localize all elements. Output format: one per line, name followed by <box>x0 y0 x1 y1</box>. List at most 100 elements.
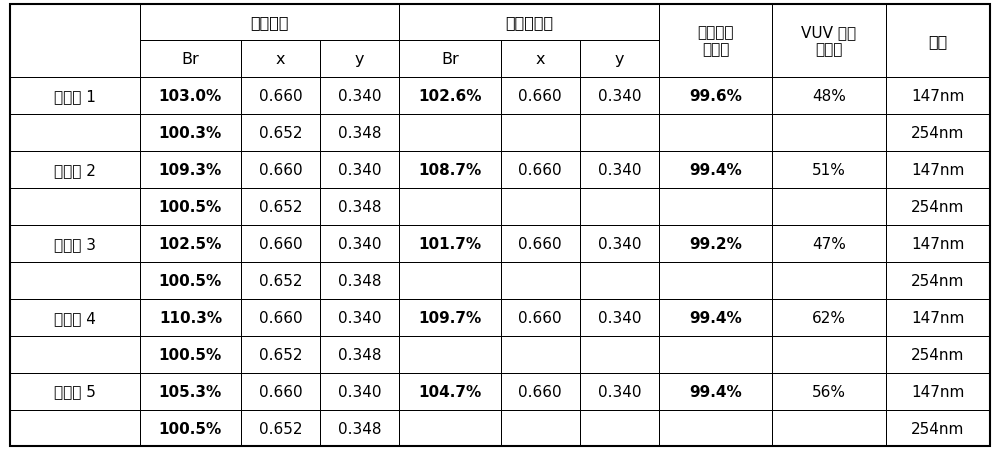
Bar <box>399 152 501 189</box>
Bar <box>886 373 990 410</box>
Bar <box>886 152 990 189</box>
Bar <box>399 373 501 410</box>
Bar <box>140 299 241 336</box>
Bar <box>241 336 320 373</box>
Bar <box>399 78 501 115</box>
Bar <box>320 373 399 410</box>
Text: 254nm: 254nm <box>911 273 964 288</box>
Text: 0.660: 0.660 <box>518 163 562 178</box>
Bar <box>320 78 399 115</box>
Text: 254nm: 254nm <box>911 347 964 362</box>
Bar <box>772 336 886 373</box>
Bar <box>241 152 320 189</box>
Text: 109.7%: 109.7% <box>418 310 482 325</box>
Bar <box>580 78 659 115</box>
Text: 101.7%: 101.7% <box>418 236 482 251</box>
Bar <box>10 373 140 410</box>
Text: 0.652: 0.652 <box>259 273 302 288</box>
Bar <box>886 262 990 299</box>
Text: 0.660: 0.660 <box>259 236 302 251</box>
Bar <box>580 41 659 78</box>
Bar <box>140 5 399 41</box>
Bar <box>772 226 886 262</box>
Text: 147nm: 147nm <box>911 310 964 325</box>
Bar <box>399 262 501 299</box>
Text: 0.340: 0.340 <box>338 163 382 178</box>
Text: 浆料劣化
维持率: 浆料劣化 维持率 <box>697 25 734 58</box>
Bar <box>10 115 140 152</box>
Bar <box>580 262 659 299</box>
Text: 0.660: 0.660 <box>518 310 562 325</box>
Bar <box>659 226 772 262</box>
Text: 实施例 2: 实施例 2 <box>54 163 96 178</box>
Text: 0.348: 0.348 <box>338 126 382 141</box>
Text: 0.660: 0.660 <box>259 89 302 104</box>
Bar <box>10 152 140 189</box>
Bar <box>241 115 320 152</box>
Bar <box>320 115 399 152</box>
Bar <box>501 299 580 336</box>
Bar <box>659 189 772 226</box>
Text: 147nm: 147nm <box>911 89 964 104</box>
Text: 104.7%: 104.7% <box>418 384 482 399</box>
Bar <box>659 152 772 189</box>
Bar <box>399 5 659 41</box>
Bar <box>241 262 320 299</box>
Bar <box>241 226 320 262</box>
Bar <box>140 226 241 262</box>
Text: 0.652: 0.652 <box>259 421 302 436</box>
Text: 0.340: 0.340 <box>598 236 641 251</box>
Bar <box>10 262 140 299</box>
Bar <box>501 115 580 152</box>
Bar <box>772 262 886 299</box>
Bar <box>501 262 580 299</box>
Text: 62%: 62% <box>812 310 846 325</box>
Bar <box>659 115 772 152</box>
Bar <box>886 336 990 373</box>
Bar <box>10 299 140 336</box>
Text: y: y <box>615 52 624 67</box>
Bar <box>659 336 772 373</box>
Bar <box>140 115 241 152</box>
Bar <box>320 41 399 78</box>
Bar <box>399 299 501 336</box>
Bar <box>580 226 659 262</box>
Bar <box>399 226 501 262</box>
Text: 0.660: 0.660 <box>518 236 562 251</box>
Bar <box>772 5 886 78</box>
Bar <box>501 226 580 262</box>
Bar <box>659 410 772 446</box>
Text: 102.6%: 102.6% <box>418 89 482 104</box>
Text: 147nm: 147nm <box>911 236 964 251</box>
Text: 0.660: 0.660 <box>259 163 302 178</box>
Text: 99.4%: 99.4% <box>689 163 742 178</box>
Bar <box>501 336 580 373</box>
Text: 实施例 3: 实施例 3 <box>54 236 96 251</box>
Bar <box>140 373 241 410</box>
Text: 0.348: 0.348 <box>338 421 382 436</box>
Bar <box>320 226 399 262</box>
Bar <box>140 336 241 373</box>
Bar <box>886 410 990 446</box>
Bar <box>772 115 886 152</box>
Bar <box>320 262 399 299</box>
Bar <box>140 189 241 226</box>
Text: 浆料劣化后: 浆料劣化后 <box>505 15 553 30</box>
Text: 254nm: 254nm <box>911 421 964 436</box>
Text: 实施例 1: 实施例 1 <box>54 89 96 104</box>
Text: 108.7%: 108.7% <box>418 163 482 178</box>
Bar <box>659 373 772 410</box>
Text: 102.5%: 102.5% <box>159 236 222 251</box>
Text: 105.3%: 105.3% <box>159 384 222 399</box>
Text: 0.660: 0.660 <box>259 310 302 325</box>
Bar <box>886 189 990 226</box>
Bar <box>140 152 241 189</box>
Text: y: y <box>355 52 365 67</box>
Text: 0.340: 0.340 <box>338 310 382 325</box>
Bar <box>241 78 320 115</box>
Bar <box>10 78 140 115</box>
Text: 备注: 备注 <box>928 34 947 49</box>
Bar <box>886 78 990 115</box>
Text: 0.340: 0.340 <box>598 384 641 399</box>
Bar <box>772 299 886 336</box>
